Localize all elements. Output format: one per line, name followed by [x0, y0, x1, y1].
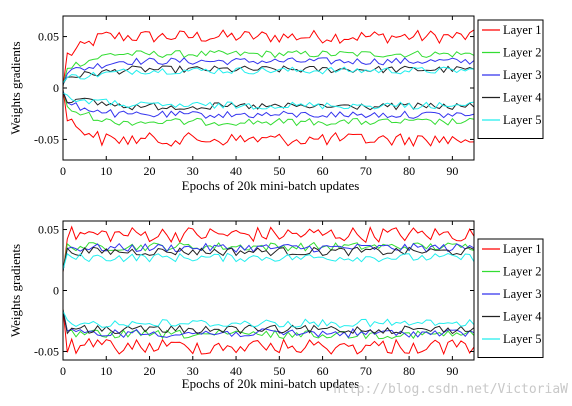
series-line-layer-5-positive [62, 252, 475, 270]
y-tick-label: -0.05 [34, 344, 59, 358]
series-line-layer-4-positive [62, 246, 475, 271]
x-tick-label: 0 [60, 164, 66, 178]
x-tick-label: 50 [273, 164, 285, 178]
series-line-layer-1-negative [62, 308, 475, 356]
series-line-layer-4-positive [62, 65, 475, 85]
x-tick-label: 60 [317, 364, 329, 378]
legend-label: Layer 1 [503, 242, 542, 256]
series-line-layer-1-negative [62, 88, 475, 148]
y-tick-label: 0 [53, 81, 59, 95]
y-tick-label: 0.05 [38, 30, 59, 44]
series-line-layer-5-positive [62, 66, 475, 84]
x-tick-label: 0 [60, 364, 66, 378]
x-tick-label: 40 [230, 164, 242, 178]
x-tick-label: 10 [100, 164, 112, 178]
x-tick-label: 50 [273, 364, 285, 378]
x-axis-label: Epochs of 20k mini-batch updates [182, 376, 360, 391]
series-line-layer-2-negative [62, 89, 475, 127]
legend-box [477, 19, 544, 139]
x-tick-label: 90 [446, 364, 458, 378]
x-tick-label: 70 [360, 164, 372, 178]
series-line-layer-3-positive [62, 242, 475, 272]
series-line-layer-1-positive [62, 29, 475, 88]
y-tick-label: 0.05 [38, 223, 59, 237]
x-tick-label: 80 [403, 364, 415, 378]
x-tick-label: 20 [144, 164, 156, 178]
legend-label: Layer 4 [503, 91, 542, 105]
series-line-layer-2-positive [62, 49, 475, 87]
x-tick-label: 80 [403, 164, 415, 178]
x-axis-label: Epochs of 20k mini-batch updates [182, 178, 360, 193]
legend-label: Layer 5 [503, 113, 542, 127]
series-line-layer-4-negative [62, 310, 475, 335]
x-tick-label: 40 [230, 364, 242, 378]
series-line-layer-5-negative [62, 310, 475, 329]
x-tick-label: 20 [144, 364, 156, 378]
series-line-layer-4-negative [62, 91, 475, 111]
x-tick-label: 30 [187, 364, 199, 378]
x-tick-label: 70 [360, 364, 372, 378]
series-line-layer-3-negative [62, 90, 475, 119]
series-line-layer-1-positive [62, 225, 475, 273]
y-tick-label: 0 [53, 284, 59, 298]
y-axis-label: Weights gradients [8, 41, 23, 134]
series-line-layer-3-negative [62, 309, 475, 339]
legend-label: Layer 2 [503, 46, 542, 60]
legend-label: Layer 3 [503, 68, 542, 82]
legend-box [477, 238, 544, 358]
x-tick-label: 10 [100, 364, 112, 378]
y-axis-label: Weights gradients [8, 244, 23, 337]
x-tick-label: 90 [446, 164, 458, 178]
plot-frame [62, 220, 475, 361]
x-tick-label: 30 [187, 164, 199, 178]
series-line-layer-3-positive [62, 57, 475, 86]
watermark-text: http://blog.csdn.net/VictoriaW [333, 382, 568, 397]
series-line-layer-5-negative [62, 92, 475, 110]
top-chart-panel: 0 10 20 30 40 50 60 70 80 90 0.05 0 -0.05 Epochs of 2… [8, 15, 544, 193]
legend-label: Layer 4 [503, 310, 542, 324]
x-tick-label: 60 [317, 164, 329, 178]
legend-label: Layer 5 [503, 332, 542, 346]
legend-label: Layer 3 [503, 287, 542, 301]
y-tick-label: -0.05 [34, 132, 59, 146]
legend-label: Layer 2 [503, 265, 542, 279]
legend-label: Layer 1 [503, 23, 542, 37]
